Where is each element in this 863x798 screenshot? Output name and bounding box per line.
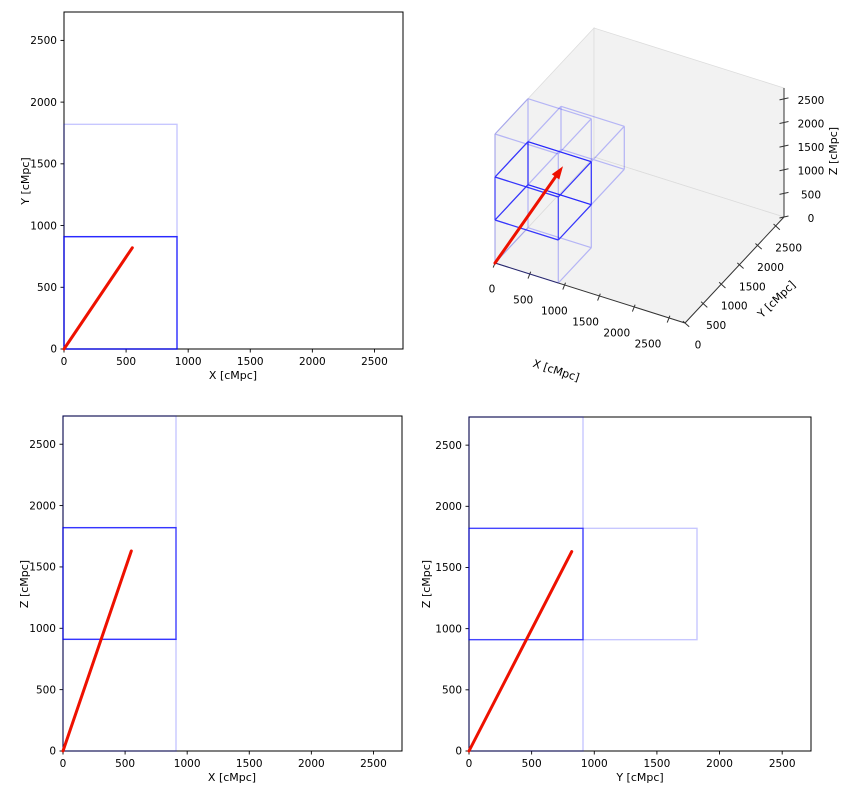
svg-text:2000: 2000 bbox=[299, 356, 326, 368]
svg-text:1500: 1500 bbox=[236, 758, 263, 770]
svg-text:1000: 1000 bbox=[798, 166, 825, 178]
svg-text:1500: 1500 bbox=[237, 356, 264, 368]
svg-text:0: 0 bbox=[49, 746, 56, 758]
svg-text:0: 0 bbox=[466, 758, 473, 770]
xz-x-axis-label: X [cMpc] bbox=[208, 771, 256, 784]
svg-text:1500: 1500 bbox=[572, 316, 599, 328]
svg-text:2000: 2000 bbox=[603, 327, 630, 339]
subplot-3d-view: X [cMpc] Y [cMpc] Z [cMpc] 0 0 0 500 500 500 1… bbox=[430, 0, 863, 398]
xy-x-axis-label: X [cMpc] bbox=[209, 369, 257, 382]
xy-y-axis-label: Y [cMpc] bbox=[19, 157, 32, 205]
svg-text:500: 500 bbox=[442, 685, 462, 697]
svg-text:1000: 1000 bbox=[435, 623, 462, 635]
subplot-xz-projection: X [cMpc] Z [cMpc] 0 0 500 500 1000 1000 1500 15… bbox=[0, 398, 431, 798]
svg-text:2500: 2500 bbox=[775, 242, 802, 254]
svg-text:0: 0 bbox=[808, 213, 815, 225]
svg-text:0: 0 bbox=[60, 758, 67, 770]
svg-text:0: 0 bbox=[695, 339, 702, 351]
svg-text:0: 0 bbox=[61, 356, 68, 368]
svg-text:2000: 2000 bbox=[435, 501, 462, 513]
subplot-xy-projection: X [cMpc] Y [cMpc] 0 0 500 500 1000 1000 1500 15… bbox=[0, 0, 431, 398]
3d-x-axis-label: X [cMpc] bbox=[531, 357, 581, 384]
svg-text:2500: 2500 bbox=[361, 356, 388, 368]
svg-text:0: 0 bbox=[455, 746, 462, 758]
xz-y-axis-label: Z [cMpc] bbox=[18, 560, 31, 608]
svg-text:2000: 2000 bbox=[30, 97, 57, 109]
yz-y-axis-label: Z [cMpc] bbox=[420, 560, 433, 608]
svg-text:1500: 1500 bbox=[30, 159, 57, 171]
svg-text:0: 0 bbox=[489, 284, 496, 296]
svg-text:500: 500 bbox=[37, 282, 57, 294]
svg-text:2000: 2000 bbox=[298, 758, 325, 770]
svg-text:2500: 2500 bbox=[435, 440, 462, 452]
svg-text:0: 0 bbox=[50, 344, 57, 356]
svg-text:1000: 1000 bbox=[29, 623, 56, 635]
svg-text:2500: 2500 bbox=[798, 95, 825, 107]
svg-text:2000: 2000 bbox=[757, 262, 784, 274]
svg-text:1500: 1500 bbox=[435, 562, 462, 574]
svg-text:500: 500 bbox=[513, 294, 533, 306]
svg-text:500: 500 bbox=[522, 758, 542, 770]
svg-text:1500: 1500 bbox=[798, 142, 825, 154]
svg-text:500: 500 bbox=[115, 758, 135, 770]
svg-text:500: 500 bbox=[36, 684, 56, 696]
svg-text:500: 500 bbox=[801, 189, 821, 201]
subplot-yz-projection: Y [cMpc] Z [cMpc] 0 0 500 500 1000 1000 1500 15… bbox=[400, 398, 863, 798]
svg-text:2500: 2500 bbox=[769, 758, 796, 770]
svg-text:1500: 1500 bbox=[739, 281, 766, 293]
svg-text:2500: 2500 bbox=[30, 35, 57, 47]
svg-text:1500: 1500 bbox=[644, 758, 671, 770]
axes3d-canvas: X [cMpc] Y [cMpc] Z [cMpc] 0005005005001… bbox=[489, 26, 840, 384]
svg-text:500: 500 bbox=[116, 356, 136, 368]
svg-text:1000: 1000 bbox=[30, 220, 57, 232]
svg-text:1000: 1000 bbox=[541, 305, 568, 317]
svg-text:1000: 1000 bbox=[175, 356, 202, 368]
svg-text:2000: 2000 bbox=[706, 758, 733, 770]
svg-text:1000: 1000 bbox=[174, 758, 201, 770]
svg-text:2000: 2000 bbox=[29, 500, 56, 512]
3d-z-axis-label: Z [cMpc] bbox=[827, 127, 840, 175]
svg-text:1000: 1000 bbox=[581, 758, 608, 770]
svg-text:2500: 2500 bbox=[29, 439, 56, 451]
svg-text:1000: 1000 bbox=[721, 301, 748, 313]
xy-projection-canvas: X [cMpc] Y [cMpc] 00 500 500 1000 1000 1500 15… bbox=[19, 11, 404, 382]
yz-x-axis-label: Y [cMpc] bbox=[615, 771, 663, 784]
svg-text:500: 500 bbox=[706, 320, 726, 332]
svg-text:2000: 2000 bbox=[798, 118, 825, 130]
svg-text:2500: 2500 bbox=[635, 338, 662, 350]
xz-projection-canvas: X [cMpc] Z [cMpc] 00 500 500 1000 1000 1500 15… bbox=[18, 415, 403, 784]
svg-text:1500: 1500 bbox=[29, 562, 56, 574]
svg-text:2500: 2500 bbox=[360, 758, 387, 770]
yz-projection-canvas: Y [cMpc] Z [cMpc] 00 500 500 1000 1000 1500 15… bbox=[420, 416, 812, 784]
